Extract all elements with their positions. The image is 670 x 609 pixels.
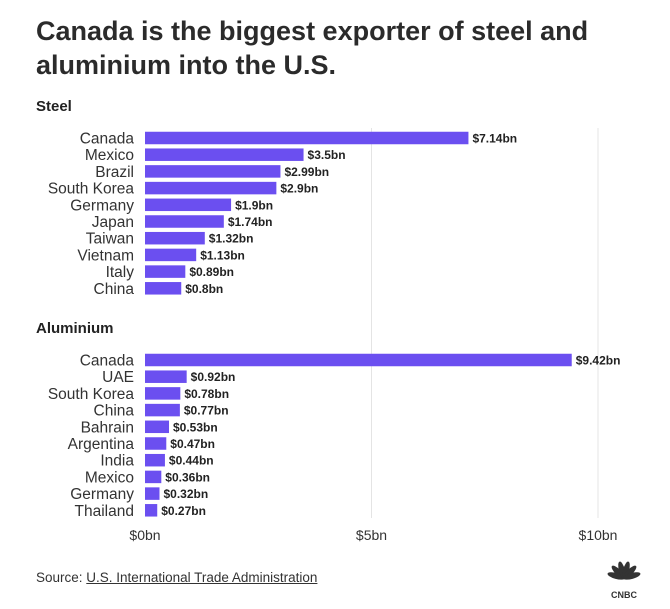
bar: [145, 282, 182, 295]
data-label: $9.42bn: [576, 354, 621, 368]
logo-text: CNBC: [611, 590, 637, 600]
data-label: $0.77bn: [184, 404, 229, 418]
data-label: $1.13bn: [200, 248, 245, 262]
data-label: $3.5bn: [308, 148, 346, 162]
data-label: $7.14bn: [472, 132, 517, 146]
category-label: Germany: [70, 197, 134, 214]
bar: [145, 148, 304, 161]
data-label: $2.99bn: [284, 165, 329, 179]
data-label: $0.8bn: [185, 282, 223, 296]
data-label: $0.32bn: [163, 487, 208, 501]
gridlines: [371, 128, 599, 518]
steel-panel: Steel Canada $7.14bn Mexico $3.5bn Brazil $2.9…: [36, 98, 517, 298]
x-tick-label: $10bn: [579, 527, 618, 543]
x-tick-label: $5bn: [356, 527, 387, 543]
bar: [145, 470, 162, 484]
data-label: $0.44bn: [169, 454, 214, 468]
bar: [145, 387, 181, 400]
data-label: $1.9bn: [235, 198, 273, 212]
section-title: Steel: [36, 98, 72, 115]
bar: [145, 403, 180, 417]
data-label: $0.89bn: [189, 265, 234, 279]
data-label: $0.36bn: [165, 470, 210, 484]
data-label: $2.9bn: [280, 182, 318, 196]
x-tick-label: $0bn: [129, 527, 160, 543]
category-label: India: [100, 453, 134, 470]
category-label: Canada: [80, 353, 135, 370]
data-label: $0.78bn: [184, 387, 229, 401]
x-axis: $0bn $5bn $10bn: [129, 527, 617, 543]
section-title: Aluminium: [36, 320, 114, 337]
category-label: Bahrain: [81, 419, 134, 436]
source-link[interactable]: U.S. International Trade Administration: [86, 570, 318, 585]
bar: [145, 231, 205, 245]
bar-chart: Steel Canada $7.14bn Mexico $3.5bn Brazil $2.9…: [36, 98, 620, 543]
aluminium-panel: Aluminium Canada $9.42bn UAE $0.92bn South Ko…: [36, 320, 620, 520]
bar: [145, 437, 167, 450]
bar: [145, 453, 165, 467]
category-label: UAE: [102, 369, 134, 386]
bar: [145, 165, 281, 178]
category-label: Mexico: [85, 147, 134, 164]
category-label: South Korea: [48, 386, 135, 403]
category-label: Canada: [80, 131, 135, 148]
category-label: Italy: [106, 264, 135, 281]
data-label: $0.47bn: [170, 437, 215, 451]
source-prefix: Source:: [36, 570, 83, 585]
bar: [145, 248, 197, 262]
data-label: $0.27bn: [161, 504, 206, 518]
bar: [145, 487, 160, 500]
category-label: Vietnam: [77, 247, 134, 264]
bar: [145, 198, 232, 212]
category-label: Germany: [70, 486, 134, 503]
chart-title: Canada is the biggest exporter of steel …: [36, 16, 589, 80]
bar: [145, 131, 469, 145]
data-label: $0.53bn: [173, 420, 218, 434]
category-label: Mexico: [85, 469, 134, 486]
category-label: Taiwan: [86, 231, 134, 248]
category-label: Japan: [92, 214, 134, 231]
category-label: China: [94, 281, 135, 298]
bar: [145, 353, 572, 367]
category-label: Brazil: [95, 164, 134, 181]
category-label: Argentina: [68, 436, 135, 453]
data-label: $0.92bn: [191, 370, 236, 384]
cnbc-logo-icon: CNBC: [607, 561, 641, 600]
category-label: Thailand: [75, 503, 134, 520]
source-note: Source: U.S. International Trade Adminis…: [36, 570, 317, 585]
category-label: South Korea: [48, 181, 135, 198]
bar: [145, 420, 170, 434]
bar: [145, 181, 277, 195]
bar: [145, 370, 187, 383]
data-label: $1.74bn: [228, 215, 273, 229]
bar: [145, 265, 186, 278]
data-label: $1.32bn: [209, 232, 254, 246]
category-label: China: [94, 403, 135, 420]
bar: [145, 504, 158, 517]
bar: [145, 215, 224, 228]
